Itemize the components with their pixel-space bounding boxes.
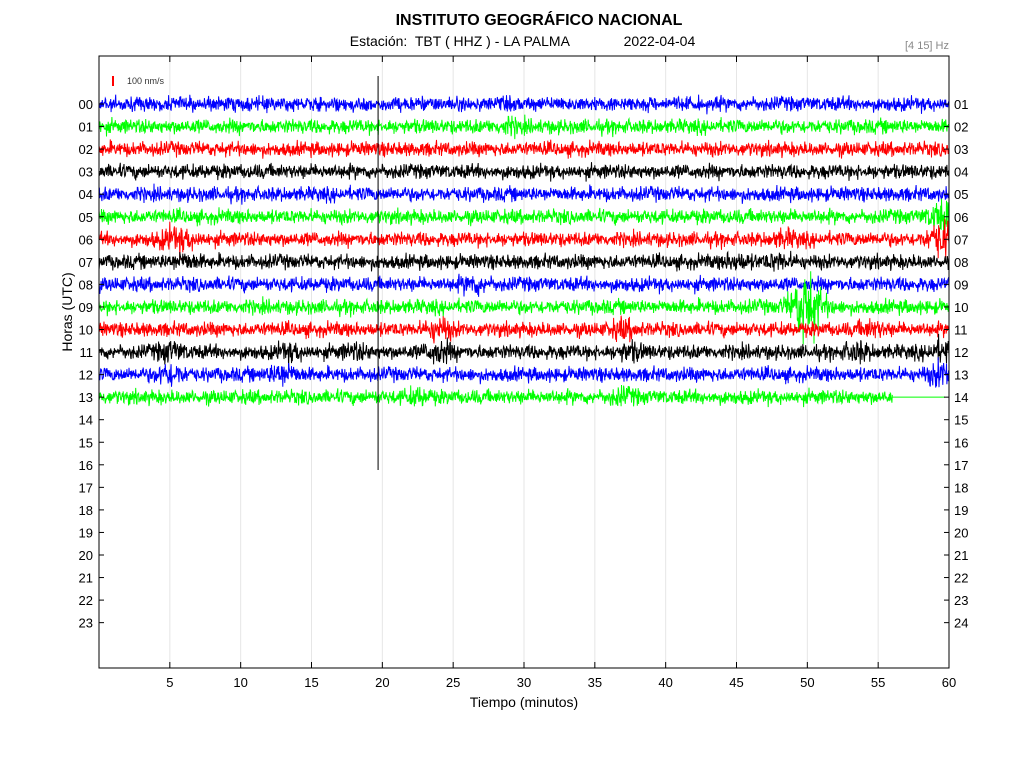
- trace-hour-05: [98, 198, 950, 234]
- trace-hour-08: [98, 273, 950, 297]
- y-axis-left-ticks: 00 01 02 03 04 05 06 07 08 09 10 11 12 13 14 15 16 17 18 19…: [79, 97, 104, 631]
- x-tick-label: 35: [588, 675, 602, 690]
- y-tick-label-right: 16: [954, 435, 968, 450]
- y-tick-label-right: 01: [954, 97, 968, 112]
- y-tick-label-right: 14: [954, 390, 968, 405]
- y-tick-label-right: 03: [954, 142, 968, 157]
- x-tick-label: 10: [233, 675, 247, 690]
- y-tick-label-right: 09: [954, 277, 968, 292]
- y-tick-label-left: 14: [79, 413, 93, 428]
- amplitude-scale-label: 100 nm/s: [127, 76, 165, 86]
- x-tick-label: 45: [729, 675, 743, 690]
- y-tick-label-right: 15: [954, 413, 968, 428]
- y-tick-label-left: 11: [80, 345, 94, 360]
- y-tick-label-left: 08: [79, 277, 93, 292]
- y-tick-label-right: 10: [954, 300, 968, 315]
- y-tick-label-right: 23: [954, 593, 968, 608]
- y-tick-label-left: 15: [79, 435, 93, 450]
- trace-hour-04: [98, 183, 950, 205]
- y-tick-label-left: 21: [79, 571, 93, 586]
- trace-hour-06: [98, 218, 950, 260]
- trace-hour-11: [98, 333, 950, 369]
- y-tick-label-right: 24: [954, 616, 968, 631]
- trace-hour-10: [98, 315, 950, 344]
- x-tick-label: 25: [446, 675, 460, 690]
- y-tick-label-left: 07: [79, 255, 93, 270]
- y-tick-label-left: 12: [79, 368, 93, 383]
- x-tick-label: 20: [375, 675, 389, 690]
- x-tick-label: 15: [304, 675, 318, 690]
- trace-hour-00: [98, 94, 950, 115]
- y-tick-label-right: 04: [954, 165, 968, 180]
- filter-band-label: [4 15] Hz: [904, 40, 949, 52]
- trace-hour-13: [98, 384, 893, 408]
- y-tick-label-right: 19: [954, 503, 968, 518]
- y-tick-label-right: 18: [954, 480, 968, 495]
- x-axis-ticks: 5 10 15 20 25 30 35 40 45 50 55 60: [166, 56, 956, 690]
- y-tick-label-left: 22: [79, 593, 93, 608]
- chart-title: INSTITUTO GEOGRÁFICO NACIONAL: [395, 12, 683, 29]
- x-tick-label: 30: [517, 675, 531, 690]
- y-tick-label-right: 22: [954, 571, 968, 586]
- y-tick-label-right: 17: [954, 458, 968, 473]
- trace-hour-07: [98, 250, 950, 272]
- trace-hour-12: [98, 357, 950, 388]
- y-tick-label-right: 20: [954, 525, 968, 540]
- y-tick-label-right: 13: [954, 368, 968, 383]
- y-tick-label-right: 12: [954, 345, 968, 360]
- y-tick-label-left: 20: [79, 548, 93, 563]
- y-tick-label-right: 21: [954, 548, 968, 563]
- y-tick-label-left: 06: [79, 232, 93, 247]
- y-tick-label-left: 04: [79, 187, 93, 202]
- trace-hour-01: [98, 114, 950, 140]
- y-tick-label-left: 19: [79, 525, 93, 540]
- y-tick-label-right: 11: [954, 323, 968, 338]
- y-tick-label-left: 03: [79, 165, 93, 180]
- station-prefix: Estación:: [349, 33, 408, 49]
- trace-hour-03: [98, 162, 950, 182]
- chart-subtitle: Estación: TBT ( HHZ ) - LA PALMA 2022-04…: [0, 33, 1025, 49]
- y-tick-label-right: 08: [954, 255, 968, 270]
- trace-group: [98, 94, 950, 408]
- x-tick-label: 55: [871, 675, 885, 690]
- trace-hour-09: [98, 271, 950, 345]
- y-tick-label-left: 00: [79, 97, 93, 112]
- y-tick-label-left: 13: [79, 390, 93, 405]
- x-tick-label: 40: [658, 675, 672, 690]
- record-date: 2022-04-04: [623, 33, 696, 49]
- station-name: TBT ( HHZ ) - LA PALMA: [414, 33, 570, 49]
- y-tick-label-left: 16: [79, 458, 93, 473]
- y-tick-label-right: 06: [954, 210, 968, 225]
- y-tick-label-right: 07: [954, 232, 968, 247]
- y-axis-label: Horas (UTC): [59, 272, 75, 351]
- y-tick-label-left: 23: [79, 616, 93, 631]
- y-tick-label-left: 17: [79, 480, 93, 495]
- y-tick-label-right: 02: [954, 120, 968, 135]
- y-tick-label-left: 01: [79, 120, 93, 135]
- y-tick-label-left: 09: [79, 300, 93, 315]
- y-tick-label-left: 18: [79, 503, 93, 518]
- trace-hour-02: [98, 139, 950, 159]
- y-tick-label-left: 10: [79, 323, 93, 338]
- y-axis-right-ticks: 01 02 03 04 05 06 07 08 09 10 11 12 13 14 15 16 17 18 19 20…: [944, 97, 968, 631]
- x-tick-label: 60: [942, 675, 956, 690]
- x-tick-label: 5: [166, 675, 173, 690]
- y-tick-label-left: 05: [79, 210, 93, 225]
- y-tick-label-right: 05: [954, 187, 968, 202]
- y-tick-label-left: 02: [79, 142, 93, 157]
- x-axis-label: Tiempo (minutos): [470, 694, 578, 710]
- x-tick-label: 50: [800, 675, 814, 690]
